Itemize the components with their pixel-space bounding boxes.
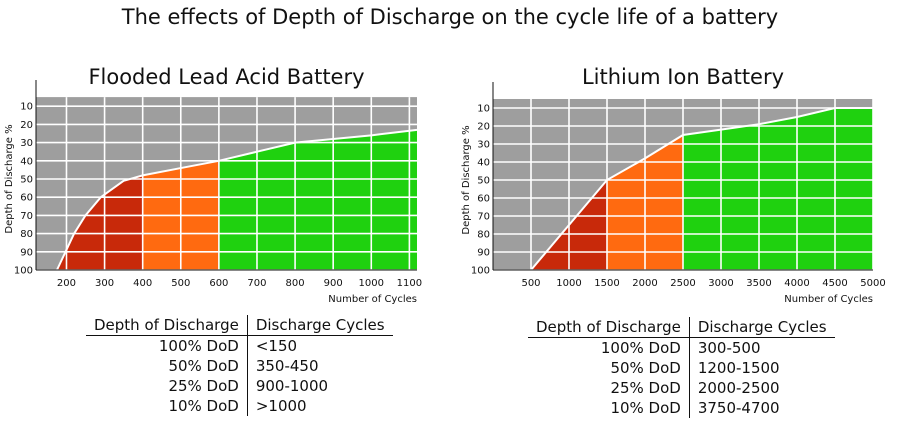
- dod-band-dod_10: [835, 108, 873, 270]
- dod-band-dod_100: [493, 180, 607, 270]
- y-tick-label: 70: [477, 212, 490, 223]
- x-tick-label: 1000: [359, 278, 384, 289]
- y-axis-label: Depth of Discharge %: [4, 124, 15, 233]
- y-tick-label: 100: [471, 266, 490, 277]
- cycles-header: Discharge Cycles: [247, 315, 393, 336]
- table-row: 25% DoD 900-1000: [86, 376, 393, 396]
- y-axis-label: Depth of Discharge %: [461, 125, 472, 234]
- y-tick-label: 50: [477, 176, 490, 187]
- dod-cell: 50% DoD: [528, 358, 690, 378]
- x-tick-label: 1500: [594, 278, 619, 289]
- y-tick-label: 40: [20, 156, 33, 167]
- x-tick-label: 1000: [556, 278, 581, 289]
- cycles-cell: 300-500: [697, 339, 761, 357]
- x-tick-label: 1100: [397, 278, 422, 289]
- table-row: 25% DoD 2000-2500: [528, 378, 835, 398]
- x-tick-label: 900: [324, 278, 343, 289]
- dod-cell: 10% DoD: [528, 398, 690, 418]
- lithium-ion-chart: Lithium Ion Battery 10 20 30 40 50 60 70 80 90 100…: [461, 65, 886, 305]
- dod-cell: 50% DoD: [86, 356, 248, 376]
- x-tick-label: 5000: [860, 278, 885, 289]
- table-header-row: Depth of Discharge Discharge Cycles: [86, 315, 393, 336]
- x-axis-label: Number of Cycles: [328, 294, 417, 305]
- cycles-cell: 900-1000: [255, 377, 329, 395]
- y-tick-label: 100: [14, 266, 33, 277]
- lead-acid-chart: Flooded Lead Acid Battery 10 20 30 40 50 60 70 8…: [4, 65, 422, 305]
- dod-cell: 100% DoD: [86, 335, 248, 356]
- x-tick-label: 700: [247, 278, 266, 289]
- y-tick-label: 10: [20, 102, 33, 113]
- y-tick-label: 80: [20, 229, 33, 240]
- x-tick-label: 600: [209, 278, 228, 289]
- chart-title: Flooded Lead Acid Battery: [88, 65, 364, 89]
- dod-header: Depth of Discharge: [528, 317, 690, 338]
- x-tick-label: 2500: [670, 278, 695, 289]
- table-row: 10% DoD >1000: [86, 396, 393, 416]
- lead-acid-dod-table: Depth of Discharge Discharge Cycles 100%…: [86, 315, 393, 416]
- y-tick-label: 20: [477, 122, 490, 133]
- y-tick-label: 90: [20, 247, 33, 258]
- x-tick-label: 4500: [822, 278, 847, 289]
- x-axis-label: Number of Cycles: [784, 294, 873, 305]
- y-tick-label: 60: [20, 193, 33, 204]
- x-tick-label: 200: [57, 278, 76, 289]
- y-tick-label: 30: [20, 138, 33, 149]
- table-row: 10% DoD 3750-4700: [528, 398, 835, 418]
- x-tick-label: 500: [171, 278, 190, 289]
- cycles-cell: 1200-1500: [697, 359, 780, 377]
- dod-cell: 10% DoD: [86, 396, 248, 416]
- y-tick-label: 20: [20, 120, 33, 131]
- x-tick-label: 3000: [708, 278, 733, 289]
- x-tick-label: 300: [95, 278, 114, 289]
- table-header-row: Depth of Discharge Discharge Cycles: [528, 317, 835, 338]
- y-tick-label: 50: [20, 175, 33, 186]
- y-tick-label: 30: [477, 140, 490, 151]
- cycles-cell: 3750-4700: [697, 399, 780, 417]
- y-tick-label: 80: [477, 230, 490, 241]
- y-tick-label: 40: [477, 158, 490, 169]
- dod-cell: 25% DoD: [86, 376, 248, 396]
- x-tick-label: 500: [521, 278, 540, 289]
- dod-header: Depth of Discharge: [86, 315, 248, 336]
- chart-title: Lithium Ion Battery: [582, 65, 784, 89]
- x-tick-label: 400: [133, 278, 152, 289]
- x-tick-label: 3500: [746, 278, 771, 289]
- cycle-life-curve: [56, 128, 418, 271]
- cycle-life-curve: [530, 107, 873, 271]
- x-tick-label: 800: [286, 278, 305, 289]
- x-tick-label: 2000: [632, 278, 657, 289]
- x-tick-label: 4000: [784, 278, 809, 289]
- y-tick-label: 90: [477, 248, 490, 259]
- cycles-cell: 350-450: [255, 357, 319, 375]
- cycles-header: Discharge Cycles: [689, 317, 835, 338]
- dod-cell: 100% DoD: [528, 337, 690, 358]
- table-row: 100% DoD <150: [86, 335, 393, 356]
- table-row: 50% DoD 1200-1500: [528, 358, 835, 378]
- dod-band-dod_100: [36, 175, 143, 270]
- cycles-cell: <150: [255, 337, 298, 355]
- table-row: 100% DoD 300-500: [528, 337, 835, 358]
- y-tick-label: 60: [477, 194, 490, 205]
- y-tick-label: 10: [477, 104, 490, 115]
- table-row: 50% DoD 350-450: [86, 356, 393, 376]
- dod-cell: 25% DoD: [528, 378, 690, 398]
- dod-band-dod_25: [218, 129, 417, 270]
- cycles-cell: >1000: [255, 397, 307, 415]
- main-title: The effects of Depth of Discharge on the…: [121, 5, 779, 29]
- y-tick-label: 70: [20, 211, 33, 222]
- lithium-ion-dod-table: Depth of Discharge Discharge Cycles 100%…: [528, 317, 835, 418]
- cycles-cell: 2000-2500: [697, 379, 780, 397]
